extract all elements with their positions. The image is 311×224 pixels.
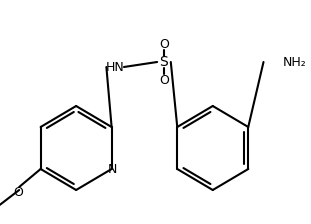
Text: S: S [160, 55, 168, 69]
Text: O: O [13, 185, 23, 198]
Text: O: O [159, 73, 169, 86]
Text: NH₂: NH₂ [283, 56, 307, 69]
Text: N: N [108, 162, 117, 175]
Text: HN: HN [106, 60, 124, 73]
Text: O: O [159, 37, 169, 50]
